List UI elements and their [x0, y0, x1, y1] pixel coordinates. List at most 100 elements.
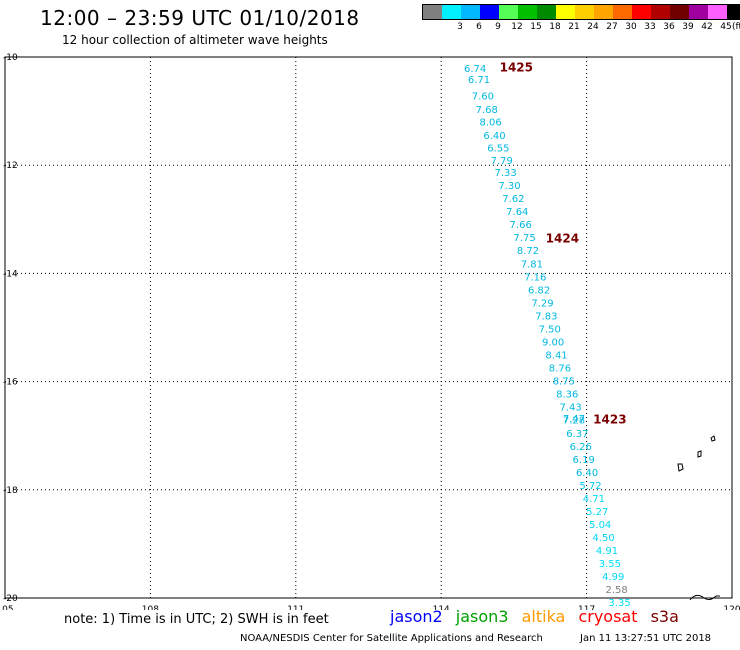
swh-value-label: 6.71: [468, 75, 490, 86]
swh-value-label: 7.29: [531, 299, 553, 310]
swh-value-label: 6.74: [464, 64, 486, 75]
color-scale-label: 21: [568, 22, 580, 32]
pass-time-label: 1424: [546, 232, 579, 246]
color-scale-label: 33: [644, 22, 656, 32]
color-scale-swatch: [423, 5, 442, 19]
wave-height-observations: 6.746.717.607.688.066.406.557.797.337.30…: [464, 64, 631, 609]
color-scale-swatch: [651, 5, 670, 19]
swh-value-label: 7.47: [563, 414, 585, 425]
swh-value-label: 4.99: [602, 572, 624, 583]
island-shape: [697, 450, 702, 458]
swh-value-label: 4.91: [596, 546, 618, 557]
latitude-tick-labels: -10 -12 -14 -16 -18 -20: [3, 53, 18, 604]
color-scale-label: 27: [606, 22, 618, 32]
color-scale-swatch: [670, 5, 689, 19]
swh-value-label: 7.66: [510, 220, 532, 231]
swh-value-label: 3.55: [599, 559, 621, 570]
swh-value-label: 7.60: [472, 91, 494, 102]
swh-value-label: 8.06: [480, 117, 502, 128]
color-scale-label: 18: [549, 22, 561, 32]
swh-value-label: 7.50: [539, 325, 561, 336]
swh-value-label: 5.72: [579, 481, 601, 492]
island-shape: [677, 463, 684, 472]
swh-value-label: 8.41: [545, 351, 567, 362]
longitude-tick-labels: 105 108 111 114 117 120: [0, 605, 740, 610]
color-scale-swatch: [613, 5, 632, 19]
pass-time-labels: 1425 1424 1423: [500, 61, 627, 427]
pass-time-label: 1423: [593, 412, 626, 426]
color-scale-label: 42: [701, 22, 713, 32]
color-scale-label: 36: [663, 22, 675, 32]
color-scale: 36912151821242730333639424570 (ft): [422, 4, 740, 32]
color-scale-swatch: [727, 5, 740, 19]
swh-value-label: 7.30: [498, 181, 520, 192]
color-scale-swatch: [480, 5, 499, 19]
coast-shape: [689, 594, 717, 601]
color-scale-swatch: [518, 5, 537, 19]
satellite-legend: jason2 jason3 altika cryosat s3a: [390, 607, 687, 626]
color-scale-swatch: [594, 5, 613, 19]
longitude-label: 111: [287, 605, 304, 610]
color-scale-swatch: [499, 5, 518, 19]
swh-value-label: 7.79: [491, 156, 513, 167]
generated-timestamp: Jan 11 13:27:51 UTC 2018: [580, 633, 712, 644]
swh-value-label: 7.33: [495, 168, 517, 179]
legend-cryosat: cryosat: [578, 607, 638, 626]
swh-value-label: 7.81: [521, 260, 543, 271]
longitude-label: 105: [0, 605, 14, 610]
latitude-label: -12: [3, 161, 18, 171]
longitude-label: 120: [723, 605, 740, 610]
color-scale-label: 30: [625, 22, 637, 32]
swh-value-label: 6.55: [487, 143, 509, 154]
swh-value-label: 4.71: [583, 494, 605, 505]
swh-value-label: 8.72: [517, 246, 539, 257]
color-scale-labels: 36912151821242730333639424570: [422, 20, 740, 32]
latitude-label: -10: [3, 53, 18, 63]
color-scale-swatch: [708, 5, 727, 19]
color-scale-label: 9: [495, 22, 501, 32]
latitude-label: -18: [3, 486, 18, 496]
swh-value-label: 5.04: [589, 520, 611, 531]
color-scale-label: 24: [587, 22, 599, 32]
island-shape: [710, 435, 716, 442]
color-scale-label: 39: [682, 22, 694, 32]
units-note: note: 1) Time is in UTC; 2) SWH is in fe…: [64, 612, 329, 627]
color-scale-label: 3: [457, 22, 463, 32]
swh-value-label: 6.40: [576, 468, 598, 479]
swh-value-label: 7.43: [559, 402, 581, 413]
color-scale-swatch: [461, 5, 480, 19]
longitude-label: 114: [433, 605, 450, 610]
swh-value-label: 8.76: [549, 364, 571, 375]
swh-value-label: 7.75: [513, 233, 535, 244]
color-scale-label: 12: [511, 22, 523, 32]
color-scale-swatch: [442, 5, 461, 19]
map-frame: [4, 56, 733, 599]
swh-value-label: 2.58: [606, 585, 628, 596]
latitude-label: -20: [3, 594, 18, 604]
swh-value-label: 5.27: [586, 507, 608, 518]
altimeter-map[interactable]: 105 108 111 114 117 120 -10 -12 -14 -16 -18 -20 6.…: [0, 0, 740, 610]
swh-value-label: 6.26: [570, 442, 592, 453]
swh-value-label: 8.75: [553, 377, 575, 388]
color-scale-label: 45: [720, 22, 732, 32]
color-scale-swatch: [556, 5, 575, 19]
legend-s3a: s3a: [650, 607, 679, 626]
swh-value-label: 7.16: [524, 273, 546, 284]
color-scale-swatch: [575, 5, 594, 19]
swh-value-label: 6.40: [483, 131, 505, 142]
color-scale-label: 6: [476, 22, 482, 32]
swh-value-label: 9.00: [542, 338, 564, 349]
swh-value-label: 3.35: [608, 598, 630, 609]
page-subtitle: 12 hour collection of altimeter wave hei…: [62, 33, 328, 47]
page-title: 12:00 – 23:59 UTC 01/10/2018: [40, 6, 360, 30]
legend-altika: altika: [521, 607, 566, 626]
color-scale-label: 15: [530, 22, 542, 32]
credit-text: NOAA/NESDIS Center for Satellite Applica…: [240, 633, 543, 644]
color-scale-unit: (ft): [732, 22, 740, 32]
legend-jason2: jason2: [390, 607, 443, 626]
swh-value-label: 6.37: [566, 429, 588, 440]
swh-value-label: 6.19: [573, 455, 595, 466]
swh-value-label: 4.50: [592, 533, 614, 544]
swh-value-label: 6.82: [528, 286, 550, 297]
swh-value-label: 7.68: [476, 105, 498, 116]
